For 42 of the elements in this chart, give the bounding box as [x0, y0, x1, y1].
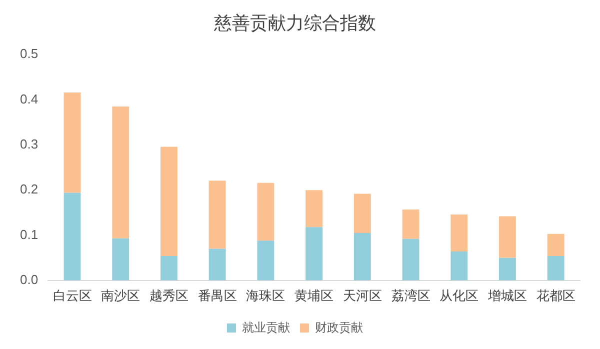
bar [306, 190, 322, 228]
bar [160, 146, 178, 256]
bar [160, 256, 178, 280]
bar [547, 256, 564, 280]
x-tick-label: 番禺区 [198, 288, 237, 303]
legend-label: 财政贡献 [315, 320, 363, 334]
x-tick-label: 白云区 [52, 288, 92, 303]
bar [208, 180, 226, 249]
bar [402, 238, 420, 280]
bar [257, 240, 274, 280]
bar [547, 234, 564, 256]
x-tick-label: 增城区 [486, 288, 527, 303]
y-tick-label: 0.4 [20, 91, 38, 106]
bar [354, 232, 371, 280]
x-tick-label: 越秀区 [149, 288, 188, 303]
x-tick-label: 荔湾区 [391, 288, 430, 303]
bar [402, 210, 420, 239]
bar [64, 192, 81, 280]
chart-title: 慈善贡献力综合指数 [213, 12, 376, 33]
bar [257, 182, 274, 241]
bar [208, 248, 226, 280]
bar [354, 194, 371, 233]
bar [499, 258, 516, 280]
bar [450, 214, 468, 252]
x-tick-label: 海珠区 [246, 288, 286, 303]
y-tick-label: 0.0 [20, 272, 38, 287]
bar [112, 106, 130, 238]
x-tick-label: 从化区 [440, 288, 479, 303]
bar [112, 238, 130, 280]
x-tick-label: 黄埔区 [294, 288, 334, 303]
x-tick-label: 花都区 [536, 288, 576, 303]
bar [450, 252, 468, 280]
y-tick-label: 0.2 [20, 182, 38, 197]
y-tick-label: 0.3 [20, 136, 38, 152]
x-tick-label: 天河区 [342, 288, 382, 303]
bar [64, 92, 81, 193]
bar [499, 216, 516, 258]
y-tick-label: 0.5 [20, 46, 38, 62]
y-tick-label: 0.1 [20, 226, 38, 242]
legend-label: 就业贡献 [242, 320, 290, 334]
bar [306, 227, 322, 280]
x-tick-label: 南沙区 [101, 288, 140, 303]
